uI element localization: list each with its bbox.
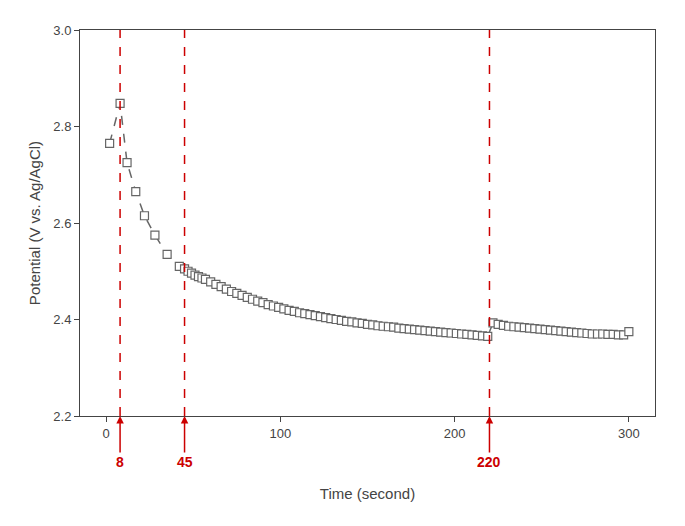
svg-text:Time (second): Time (second) <box>320 485 415 502</box>
svg-text:2.6: 2.6 <box>53 216 71 231</box>
svg-text:2.2: 2.2 <box>53 409 71 424</box>
svg-text:2.8: 2.8 <box>53 119 71 134</box>
svg-text:300: 300 <box>618 426 640 441</box>
svg-text:0: 0 <box>103 426 110 441</box>
svg-text:200: 200 <box>444 426 466 441</box>
svg-text:2.4: 2.4 <box>53 312 71 327</box>
svg-text:220: 220 <box>477 454 501 470</box>
svg-text:100: 100 <box>270 426 292 441</box>
svg-text:45: 45 <box>177 454 193 470</box>
svg-text:8: 8 <box>116 454 124 470</box>
svg-text:3.0: 3.0 <box>53 23 71 38</box>
svg-text:Potential (V vs. Ag/AgCl): Potential (V vs. Ag/AgCl) <box>26 141 43 305</box>
